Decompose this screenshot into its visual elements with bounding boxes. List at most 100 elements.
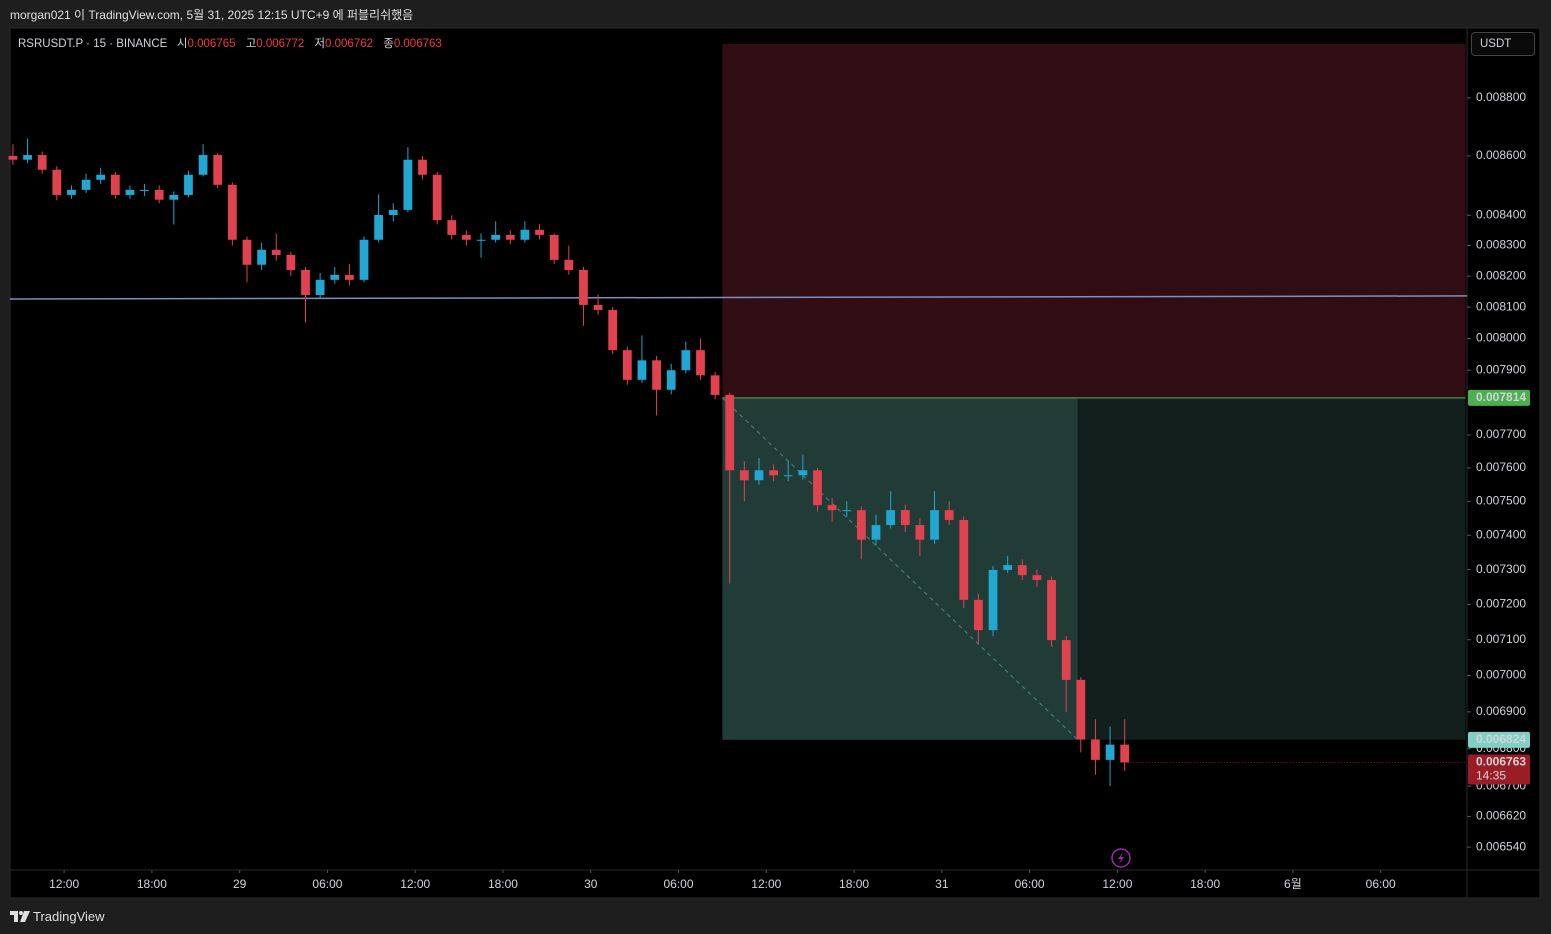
y-tick-label: 0.008300 [1476,238,1526,252]
y-tick-label: 0.007000 [1476,668,1526,682]
candle-body [696,350,705,376]
candle-body [257,249,266,265]
y-tick-label: 0.006900 [1476,704,1526,718]
candle-body [301,269,310,295]
y-tick-label: 0.007700 [1476,427,1526,441]
candle-body [1120,744,1130,763]
y-tick-label: 0.008800 [1476,90,1526,104]
last-price-label: 0.006763 [1476,755,1526,769]
candle-body [432,174,442,221]
x-tick-label: 31 [935,877,949,891]
candle-body [271,249,281,255]
x-tick-label: 12:00 [751,877,781,891]
candle-body [1017,565,1027,576]
candle-body [813,470,822,506]
x-tick-label: 12:00 [400,877,430,891]
x-tick-label: 29 [233,877,247,891]
candle-body [652,360,661,390]
candle-body [23,155,32,160]
candle-body [198,155,208,175]
plot: 0.008800 0.008600 0.008400 0.008300 0.008200… [8,43,1526,891]
x-tick-label: 18:00 [839,877,869,891]
candle-body [930,510,939,540]
y-tick-label: 0.006620 [1476,809,1526,823]
candle-body [374,215,384,240]
candle-body [622,350,632,380]
y-tick-label: 0.007900 [1476,362,1526,376]
candle-body [798,470,808,476]
last-price-bg [1468,754,1530,785]
symbol: RSRUSDT.P · 15 · BINANCE [18,38,168,50]
candle-body [827,505,837,511]
candle-body [1076,679,1086,740]
candle-body [549,234,559,260]
x-tick-label: 12:00 [1102,877,1132,891]
candle-body [227,184,237,240]
candle-body [915,525,925,540]
trendline [9,295,1468,300]
candle-body [403,159,413,210]
candle-body [110,174,120,195]
candle-body [593,304,603,310]
candle-body [842,510,852,512]
y-tick-label: 0.007400 [1476,527,1526,541]
entry-price-label: 0.007814 [1476,390,1526,404]
candle-body [213,155,223,185]
lightning-icon [1111,848,1131,868]
y-tick-label: 0.007600 [1476,460,1526,474]
x-tick-label: 06:00 [1366,877,1396,891]
ohlc-value: 0.006762 [325,38,374,50]
candle-body [608,309,618,351]
y-tick-label: 0.006540 [1476,839,1526,853]
ohlc-value: 0.006765 [187,38,236,50]
candle-body [184,174,193,195]
candle-body [944,510,954,520]
candle-body [1105,744,1115,760]
currency-button[interactable]: USDT [1471,32,1535,56]
candle-body [783,475,793,477]
target-price-label: 0.006824 [1476,732,1526,746]
ohlc-value: 0.006763 [393,38,442,50]
candle-body [886,510,896,526]
x-tick-label: 06:00 [312,877,342,891]
candle-body [1091,739,1100,760]
candle-body [959,519,969,600]
x-tick-label: 06:00 [1015,877,1045,891]
candle-body [447,220,457,235]
candle-body [96,174,106,180]
candle-body [359,239,369,280]
candle-body [52,169,62,195]
ohlc-label: 저 [314,38,326,50]
y-tick-label: 0.008100 [1476,299,1526,313]
x-tick-label: 18:00 [137,877,167,891]
candle-body [988,569,998,631]
y-tick-label: 0.007100 [1476,632,1526,646]
candle-body [900,510,910,526]
candle-body [666,370,676,390]
candle-body [1003,565,1013,570]
candle-body [242,239,252,265]
candle-body [681,350,691,371]
candle-body [418,159,427,175]
candle-body [564,259,574,270]
stop-zone [722,43,1466,398]
candle-body [125,189,135,195]
candle-body [491,234,501,240]
candle-body [154,189,164,200]
y-tick-label: 0.007500 [1476,494,1526,508]
candle-body [871,525,881,540]
entry-price-label-bg [1468,389,1530,406]
candle-body [169,194,179,200]
candle-body [535,229,544,235]
ohlc-value: 0.006772 [256,38,305,50]
x-tick-label: 18:00 [1190,877,1220,891]
candle-body [974,599,983,631]
candle-body [505,234,515,240]
y-tick-label: 0.007200 [1476,597,1526,611]
candle-body [579,269,588,305]
symbol-legend: RSRUSDT.P · 15 · BINANCE 시0.006765 고0.00… [18,35,449,51]
ohlc-label: 시 [176,38,188,50]
target-zone-rest [1077,397,1466,740]
